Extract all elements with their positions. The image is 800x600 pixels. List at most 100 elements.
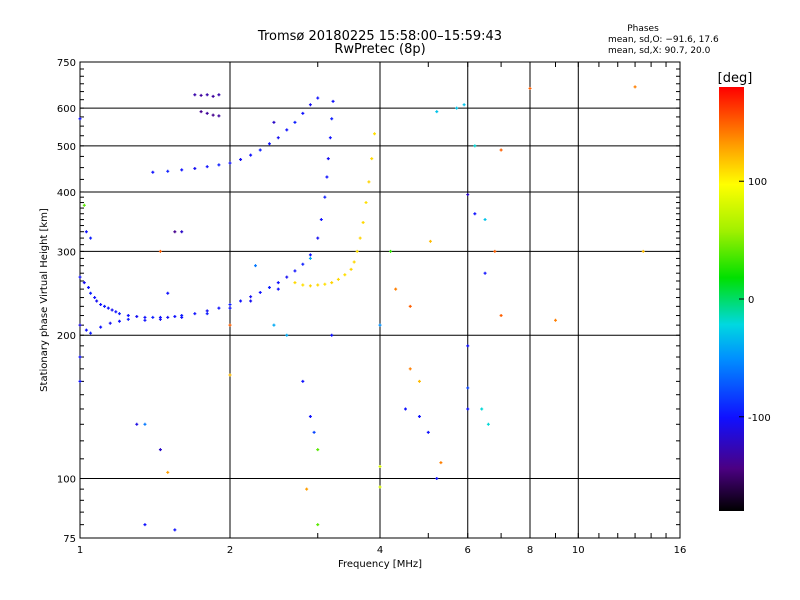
- chart-subtitle: RwPretec (8p): [334, 42, 425, 57]
- echo-point: [285, 333, 289, 337]
- echo-point: [211, 94, 215, 98]
- echo-point: [108, 321, 112, 325]
- echo-point: [308, 253, 312, 257]
- colorbar-tick-label: 0: [748, 295, 754, 306]
- echo-point: [553, 318, 557, 322]
- echo-point: [364, 201, 368, 205]
- echo-point: [193, 312, 197, 316]
- echo-point: [276, 136, 280, 140]
- x-tick-label: 4: [377, 545, 383, 556]
- echo-point: [417, 379, 421, 383]
- colorbar-tick-label: -100: [748, 413, 771, 424]
- echo-point: [308, 256, 312, 260]
- echo-point: [173, 528, 177, 532]
- echo-point: [135, 314, 139, 318]
- echo-point: [378, 323, 382, 327]
- x-tick-label: 1: [77, 545, 83, 556]
- echo-point: [378, 485, 382, 489]
- echo-point: [328, 136, 332, 140]
- colorbar-ticks: -100 0 100: [739, 177, 771, 424]
- echo-point: [301, 111, 305, 115]
- y-tick-label: 500: [57, 142, 76, 153]
- y-axis-ticks: 75 100 200 300 400 500 600 750: [57, 58, 680, 545]
- echo-point: [466, 407, 470, 411]
- echo-point: [473, 144, 477, 148]
- echo-point: [428, 239, 432, 243]
- echo-point: [486, 422, 490, 426]
- echo-point: [205, 312, 209, 316]
- echo-point: [193, 93, 197, 97]
- x-tick-label: 10: [572, 545, 585, 556]
- echo-point: [158, 249, 162, 253]
- echo-point: [483, 271, 487, 275]
- echo-point: [499, 314, 503, 318]
- echo-point: [249, 153, 253, 157]
- y-axis-label: Stationary phase Virtual Height [km]: [39, 208, 50, 392]
- echo-point: [358, 236, 362, 240]
- echo-point: [272, 323, 276, 327]
- grid-lines: [80, 62, 680, 538]
- echo-point: [143, 523, 147, 527]
- echo-point: [330, 281, 334, 285]
- echo-point: [78, 117, 82, 121]
- echo-point: [305, 487, 309, 491]
- echo-point: [319, 218, 323, 222]
- echo-point: [217, 306, 221, 310]
- echo-point: [180, 168, 184, 172]
- echo-point: [126, 314, 130, 318]
- echo-point: [312, 430, 316, 434]
- echo-point: [151, 315, 155, 319]
- echo-point: [308, 103, 312, 107]
- echo-point: [228, 161, 232, 165]
- echo-point: [89, 291, 93, 295]
- echo-point: [158, 448, 162, 452]
- echo-point: [93, 296, 97, 300]
- echo-point: [308, 414, 312, 418]
- echo-point: [336, 277, 340, 281]
- y-tick-label: 200: [57, 331, 76, 342]
- echo-point: [301, 283, 305, 287]
- echo-point: [135, 422, 139, 426]
- echo-point: [82, 203, 86, 207]
- y-tick-label: 75: [63, 534, 76, 545]
- echo-point: [180, 230, 184, 234]
- echo-point: [417, 414, 421, 418]
- echo-point: [95, 299, 99, 303]
- x-axis-ticks: 1 2 4 6 8 10 16: [77, 62, 686, 556]
- echo-point: [151, 170, 155, 174]
- x-axis-label: Frequency [MHz]: [338, 559, 422, 570]
- echo-point: [361, 221, 365, 225]
- echo-point: [166, 470, 170, 474]
- echo-point: [331, 99, 335, 103]
- echo-point: [114, 310, 118, 314]
- echo-point: [403, 407, 407, 411]
- echo-point: [110, 308, 114, 312]
- echo-point: [106, 306, 110, 310]
- echo-point: [89, 331, 93, 335]
- echo-point: [480, 407, 484, 411]
- stats-line-o: mean, sd,O: −91.6, 17.6: [608, 35, 719, 45]
- stats-heading: Phases: [627, 24, 659, 34]
- x-tick-label: 8: [527, 545, 533, 556]
- echo-point: [205, 309, 209, 313]
- echo-point: [166, 291, 170, 295]
- echo-point: [173, 230, 177, 234]
- echo-point: [301, 262, 305, 266]
- echo-point: [205, 93, 209, 97]
- echo-point: [285, 275, 289, 279]
- echo-point: [78, 323, 82, 327]
- echo-point: [473, 212, 477, 216]
- stats-line-x: mean, sd,X: 90.7, 20.0: [608, 46, 711, 56]
- echo-point: [117, 319, 121, 323]
- echo-point: [326, 157, 330, 161]
- echo-point: [217, 93, 221, 97]
- echo-points: [78, 85, 645, 532]
- echo-point: [239, 157, 243, 161]
- echo-point: [84, 230, 88, 234]
- echo-point: [343, 273, 347, 277]
- echo-point: [325, 175, 329, 179]
- colorbar-label: [deg]: [718, 71, 753, 86]
- echo-point: [316, 448, 320, 452]
- echo-point: [330, 333, 334, 337]
